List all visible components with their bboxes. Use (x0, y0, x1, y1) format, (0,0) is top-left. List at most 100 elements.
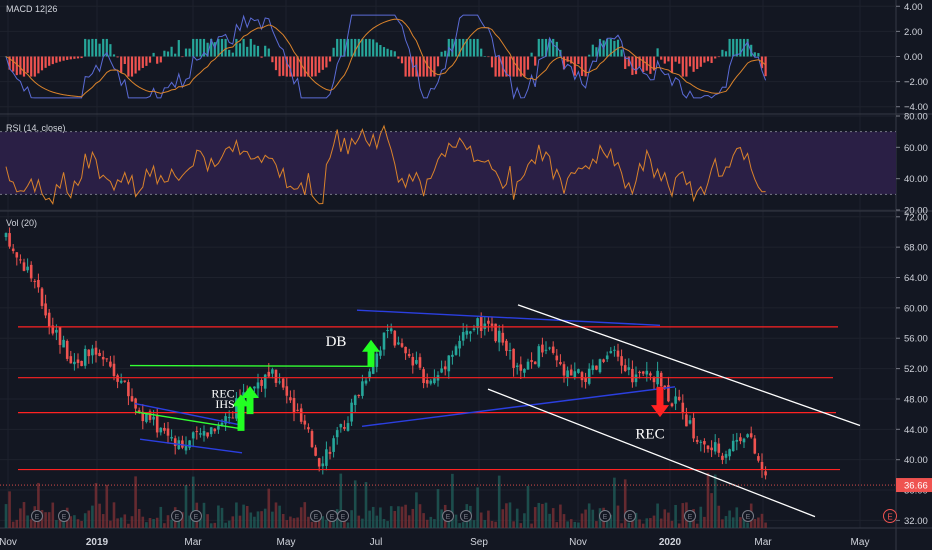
macd-histogram-bar (483, 56, 486, 57)
volume-bar (674, 504, 677, 528)
volume-bar (706, 472, 710, 528)
candle-body (166, 428, 170, 436)
macd-histogram-bar (530, 52, 533, 57)
candle-body (595, 365, 598, 370)
volume-bar (433, 519, 436, 528)
volume-bar (249, 512, 253, 528)
macd-histogram-bar (328, 56, 332, 62)
volume-bar (731, 517, 735, 528)
candle-body (163, 427, 166, 431)
earnings-event-marker[interactable]: E (460, 510, 472, 522)
volume-bar (321, 516, 325, 528)
time-axis-tick-label: May (851, 537, 870, 548)
candle-body (742, 438, 746, 443)
earnings-event-marker[interactable]: E (171, 510, 183, 522)
earnings-event-marker[interactable]: E (442, 510, 454, 522)
volume-bar (616, 505, 620, 528)
macd-histogram-bar (490, 56, 494, 68)
candle-body (123, 380, 127, 382)
candle-body (508, 350, 512, 352)
macd-histogram-bar (296, 56, 299, 77)
macd-histogram-bar (429, 56, 432, 77)
rec-label-right: REC (635, 426, 664, 442)
earnings-marker-circle (31, 510, 43, 522)
volume-bar (458, 523, 461, 528)
volume-bar (145, 522, 148, 528)
earnings-event-marker[interactable]: E (310, 510, 322, 522)
future-earnings-circle (883, 509, 897, 523)
candle-body (393, 330, 397, 346)
earnings-marker-letter: E (446, 514, 451, 521)
volume-bar (681, 503, 685, 528)
candle-body (605, 355, 609, 360)
candle-body (281, 378, 285, 388)
macd-histogram-bar (620, 49, 623, 57)
earnings-marker-letter: E (688, 514, 693, 521)
macd-histogram-bar (390, 50, 393, 57)
candle-body (321, 463, 325, 467)
macd-histogram-bar (246, 46, 249, 57)
volume-bar (235, 502, 238, 528)
earnings-event-marker[interactable]: E (684, 510, 696, 522)
macd-histogram-bar (710, 56, 713, 63)
time-axis-tick-label: 2020 (659, 537, 682, 548)
earnings-event-marker[interactable]: E (337, 510, 349, 522)
candle-body (479, 316, 483, 332)
macd-pane[interactable] (4, 14, 767, 100)
macd-histogram-bar (591, 44, 594, 57)
volume-bar (220, 507, 224, 528)
macd-histogram-bar (26, 56, 29, 73)
volume-bar (724, 516, 728, 528)
volume-bar (699, 506, 703, 528)
macd-histogram-bar (188, 48, 191, 57)
macd-histogram-bar (397, 56, 400, 59)
earnings-event-marker[interactable]: E (326, 510, 338, 522)
volume-bar (134, 476, 137, 528)
rec-label-left: REC (211, 386, 234, 400)
candle-body (256, 382, 260, 389)
macd-histogram-bar (289, 56, 292, 77)
macd-histogram-bar (256, 45, 260, 57)
candle-body (659, 372, 663, 387)
macd-histogram-bar (336, 38, 339, 57)
macd-histogram-bar (451, 38, 454, 57)
volume-bar (541, 503, 544, 528)
rsi-pane[interactable] (0, 124, 896, 205)
macd-histogram-bar (462, 38, 465, 57)
macd-histogram-bar (184, 48, 188, 57)
candle-body (206, 432, 209, 437)
volume-bar (746, 522, 749, 528)
macd-histogram-bar (91, 38, 94, 57)
macd-histogram-bar (523, 56, 526, 77)
candle-body (357, 394, 361, 396)
volume-bar (375, 515, 379, 528)
macd-axis-label: 2.00 (904, 27, 923, 38)
earnings-event-marker[interactable]: E (742, 510, 754, 522)
macd-histogram-bar (703, 56, 706, 63)
macd-axis-label: −2.00 (904, 77, 928, 88)
macd-histogram-bar (613, 40, 616, 57)
earnings-event-marker[interactable]: E (599, 510, 611, 522)
macd-histogram-bar (688, 56, 692, 67)
earnings-event-marker[interactable]: E (624, 510, 636, 522)
earnings-marker-circle (684, 510, 696, 522)
macd-histogram-bar (40, 56, 44, 71)
macd-histogram-bar (166, 51, 170, 57)
candle-body (415, 360, 418, 364)
earnings-event-marker[interactable]: E (31, 510, 43, 522)
volume-bar (760, 513, 764, 528)
macd-histogram-bar (699, 56, 702, 67)
macd-histogram-bar (364, 38, 368, 57)
volume-bar (501, 509, 505, 528)
candle-body (109, 361, 112, 367)
future-earnings-marker[interactable]: E (883, 509, 897, 523)
macd-histogram-bar (325, 56, 328, 68)
earnings-event-marker[interactable]: E (58, 510, 70, 522)
volume-bar (274, 502, 278, 528)
macd-histogram-bar (120, 56, 123, 73)
earnings-event-marker[interactable]: E (190, 510, 202, 522)
candle-body (260, 380, 263, 386)
volume-bar (548, 513, 551, 528)
macd-histogram-bar (386, 48, 389, 57)
